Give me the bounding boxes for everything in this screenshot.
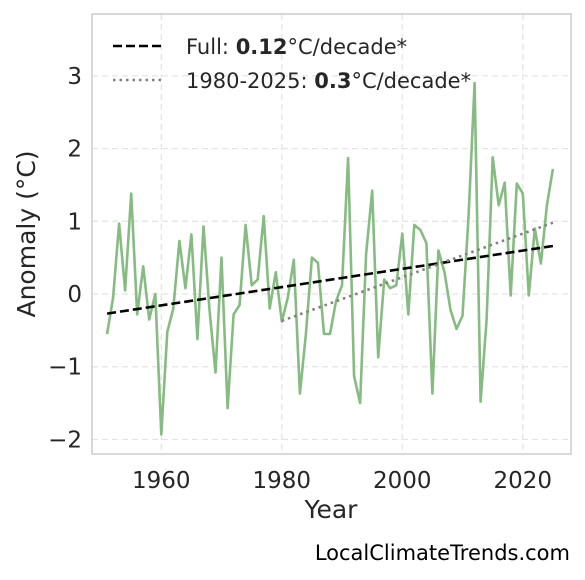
legend-full-rate: 0.12 xyxy=(236,35,288,59)
y-tick-label: 2 xyxy=(67,137,82,163)
x-tick-label: 2000 xyxy=(373,468,432,494)
legend-full-colon: : xyxy=(222,35,236,59)
plot-frame xyxy=(91,13,572,455)
y-tick-label: 0 xyxy=(67,282,82,308)
y-axis-label: Anomaly (°C) xyxy=(12,150,41,317)
series-layer xyxy=(105,81,555,436)
x-tick-label: 1980 xyxy=(253,468,312,494)
legend-full-name: Full xyxy=(186,35,222,59)
legend-full-unit: °C/decade* xyxy=(288,35,408,59)
anomaly-line xyxy=(105,81,555,436)
legend-recent-rate: 0.3 xyxy=(314,69,351,93)
legend-recent-label: 1980-2025: 0.3°C/decade* xyxy=(186,69,471,93)
x-axis-label: Year xyxy=(304,495,359,524)
legend: Full: 0.12°C/decade* 1980-2025: 0.3°C/de… xyxy=(113,35,471,93)
full-trend-line xyxy=(106,244,554,315)
y-tick-label: 1 xyxy=(67,209,82,235)
legend-recent-name: 1980-2025 xyxy=(186,69,300,93)
y-tick-label: −2 xyxy=(48,427,82,453)
x-tick-label: 2020 xyxy=(494,468,553,494)
legend-full-label: Full: 0.12°C/decade* xyxy=(186,35,407,59)
y-tick-label: −1 xyxy=(48,355,82,381)
y-tick-label: 3 xyxy=(67,64,82,90)
legend-recent-unit: °C/decade* xyxy=(351,69,471,93)
legend-recent-colon: : xyxy=(300,69,314,93)
x-tick-label: 1960 xyxy=(132,468,191,494)
watermark: LocalClimateTrends.com xyxy=(315,541,570,565)
axis-ticks: 1960 1980 2000 2020 −2 −1 0 1 2 3 xyxy=(48,64,552,494)
recent-trend-line xyxy=(281,221,554,323)
